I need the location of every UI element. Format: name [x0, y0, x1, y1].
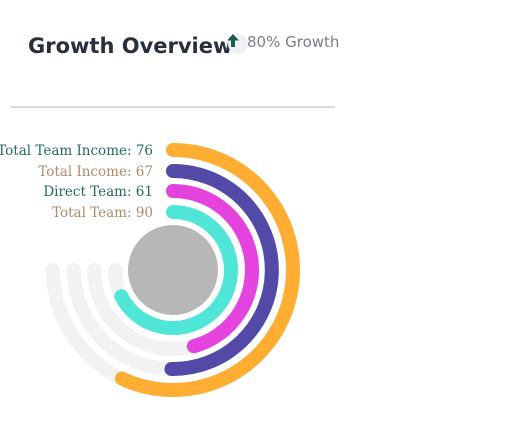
- radial-bar-chart: Total Team Income: 76 Total Income: 67 Dir…: [0, 143, 300, 397]
- radial-bar: [164, 164, 279, 376]
- series-label: Direct Team: 61: [43, 184, 153, 200]
- growth-indicator: 80% Growth: [224, 32, 340, 54]
- series-label: Total Income: 67: [38, 164, 153, 180]
- divider: [10, 106, 335, 108]
- chart-center-circle: [128, 225, 218, 315]
- radial-bar: [114, 143, 300, 397]
- radial-bar: [114, 205, 238, 335]
- series-label: Total Team Income: 76: [0, 143, 153, 159]
- growth-text: 80% Growth: [247, 33, 340, 51]
- series-label: Total Team: 90: [52, 205, 153, 221]
- radial-bar: [166, 184, 259, 354]
- growth-overview-card: Growth Overview 80% Growth Total Team In…: [0, 32, 340, 397]
- card-title: Growth Overview: [28, 34, 233, 58]
- arrow-up-icon: [224, 32, 248, 54]
